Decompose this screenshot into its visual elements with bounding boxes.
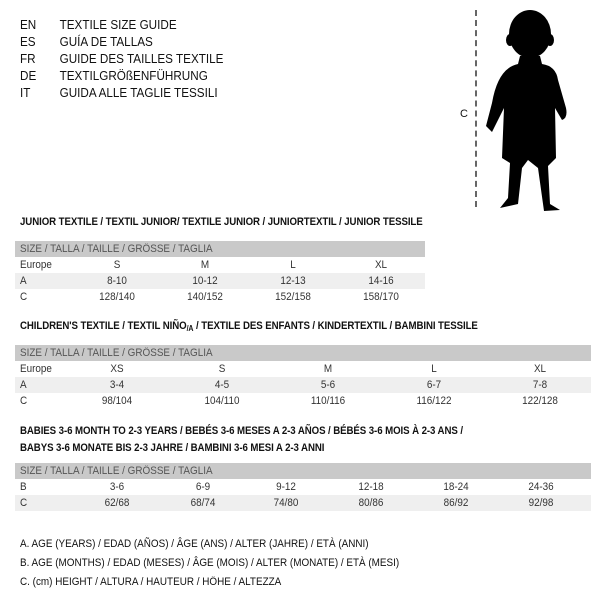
language-row: FR GUIDE DES TAILLES TEXTILE xyxy=(20,50,290,67)
height-measure-label: C xyxy=(460,108,468,120)
language-title: GUIDE DES TAILLES TEXTILE xyxy=(59,51,224,66)
table-cell: M xyxy=(200,259,210,271)
table-cell: S xyxy=(218,363,226,375)
language-title: GUIDA ALLE TAGLIE TESSILI xyxy=(59,85,218,100)
table-cell: L xyxy=(290,259,296,271)
table-row: Europe S M L XL xyxy=(15,257,425,273)
children-title: CHILDREN'S TEXTILE / TEXTIL NIÑO/A / TEX… xyxy=(20,320,478,333)
table-cell: 98/104 xyxy=(101,395,133,407)
table-cell: 14-16 xyxy=(368,275,394,287)
table-cell: L xyxy=(431,363,437,375)
table-cell: XL xyxy=(533,363,547,375)
table-cell: M xyxy=(323,363,333,375)
junior-title: JUNIOR TEXTILE / TEXTIL JUNIOR/ TEXTILE … xyxy=(20,216,423,228)
children-title-pre: CHILDREN'S TEXTILE / TEXTIL NIÑO xyxy=(20,320,187,332)
table-cell: 3-6 xyxy=(109,481,125,493)
legend: A. AGE (YEARS) / EDAD (AÑOS) / ÂGE (ANS)… xyxy=(20,535,441,592)
size-header: SIZE / TALLA / TAILLE / GRÖSSE / TAGLIA xyxy=(15,463,591,479)
table-cell: 5-6 xyxy=(320,379,336,391)
children-title-post: / TEXTILE DES ENFANTS / KINDERTEXTIL / B… xyxy=(193,320,478,332)
babies-title-line2: BABYS 3-6 MONATE BIS 2-3 JAHRE / BAMBINI… xyxy=(20,442,325,454)
table-cell: 92/98 xyxy=(528,497,554,509)
language-code: FR xyxy=(20,51,36,66)
table-cell: 68/74 xyxy=(190,497,216,509)
row-label: Europe xyxy=(20,259,52,271)
table-cell: 12-13 xyxy=(280,275,306,287)
table-cell: 6-9 xyxy=(195,481,211,493)
height-measure-line xyxy=(475,10,477,207)
table-cell: 7-8 xyxy=(532,379,548,391)
language-row: EN TEXTILE SIZE GUIDE xyxy=(20,16,290,33)
row-label: A xyxy=(20,379,27,391)
children-size-table: SIZE / TALLA / TAILLE / GRÖSSE / TAGLIA E… xyxy=(15,345,591,409)
language-title: GUÍA DE TALLAS xyxy=(59,34,153,49)
table-cell: 24-36 xyxy=(528,481,554,493)
table-cell: 86/92 xyxy=(443,497,469,509)
table-cell: 122/128 xyxy=(522,395,558,407)
table-cell: 128/140 xyxy=(99,291,135,303)
language-code: DE xyxy=(20,68,37,83)
table-cell: 4-5 xyxy=(214,379,230,391)
table-cell: 3-4 xyxy=(109,379,125,391)
legend-item: B. AGE (MONTHS) / EDAD (MESES) / ÂGE (MO… xyxy=(20,557,400,569)
legend-item: C. (cm) HEIGHT / ALTURA / HAUTEUR / HÖHE… xyxy=(20,576,282,588)
babies-size-table: SIZE / TALLA / TAILLE / GRÖSSE / TAGLIA B… xyxy=(15,463,591,511)
table-cell: 74/80 xyxy=(273,497,299,509)
baby-silhouette-icon xyxy=(486,10,567,211)
junior-size-table: SIZE / TALLA / TAILLE / GRÖSSE / TAGLIA E… xyxy=(15,241,425,305)
table-row: C 128/140 140/152 152/158 158/170 xyxy=(15,289,425,305)
row-label: Europe xyxy=(20,363,52,375)
table-cell: 140/152 xyxy=(187,291,223,303)
language-title: TEXTILE SIZE GUIDE xyxy=(59,17,177,32)
table-cell: S xyxy=(113,259,121,271)
table-cell: 18-24 xyxy=(443,481,469,493)
row-label: C xyxy=(20,395,28,407)
children-title-sub: /A xyxy=(186,324,194,333)
table-row: B 3-6 6-9 9-12 12-18 18-24 24-36 xyxy=(15,479,591,495)
size-header-label: SIZE / TALLA / TAILLE / GRÖSSE / TAGLIA xyxy=(20,347,213,359)
table-cell: 8-10 xyxy=(107,275,127,287)
table-row: A 3-4 4-5 5-6 6-7 7-8 xyxy=(15,377,591,393)
table-cell: 158/170 xyxy=(363,291,399,303)
table-cell: 6-7 xyxy=(426,379,442,391)
table-cell: 12-18 xyxy=(358,481,384,493)
size-header-label: SIZE / TALLA / TAILLE / GRÖSSE / TAGLIA xyxy=(20,465,213,477)
table-cell: 152/158 xyxy=(275,291,311,303)
babies-title-line1: BABIES 3-6 MONTH TO 2-3 YEARS / BEBÉS 3-… xyxy=(20,425,463,437)
row-label: C xyxy=(20,497,28,509)
table-row: C 62/68 68/74 74/80 80/86 86/92 92/98 xyxy=(15,495,591,511)
size-header-label: SIZE / TALLA / TAILLE / GRÖSSE / TAGLIA xyxy=(20,243,213,255)
table-cell: 116/122 xyxy=(416,395,452,407)
row-label: C xyxy=(20,291,28,303)
table-row: Europe XS S M L XL xyxy=(15,361,591,377)
table-cell: XS xyxy=(110,363,124,375)
language-code: IT xyxy=(20,85,31,100)
table-cell: 104/110 xyxy=(204,395,240,407)
row-label: A xyxy=(20,275,27,287)
table-cell: 9-12 xyxy=(276,481,296,493)
legend-item: A. AGE (YEARS) / EDAD (AÑOS) / ÂGE (ANS)… xyxy=(20,538,369,550)
row-label: B xyxy=(20,481,27,493)
size-header: SIZE / TALLA / TAILLE / GRÖSSE / TAGLIA xyxy=(15,345,591,361)
size-header: SIZE / TALLA / TAILLE / GRÖSSE / TAGLIA xyxy=(15,241,425,257)
language-row: DE TEXTILGRÖßENFÜHRUNG xyxy=(20,67,290,84)
table-cell: XL xyxy=(374,259,388,271)
language-list: EN TEXTILE SIZE GUIDE ES GUÍA DE TALLAS FR GU… xyxy=(20,16,320,101)
table-cell: 80/86 xyxy=(358,497,384,509)
language-code: ES xyxy=(20,34,36,49)
table-row: C 98/104 104/110 110/116 116/122 122/128 xyxy=(15,393,591,409)
language-code: EN xyxy=(20,17,37,32)
table-cell: 62/68 xyxy=(104,497,130,509)
language-title: TEXTILGRÖßENFÜHRUNG xyxy=(59,68,208,83)
table-cell: 10-12 xyxy=(192,275,218,287)
language-row: IT GUIDA ALLE TAGLIE TESSILI xyxy=(20,84,290,101)
language-row: ES GUÍA DE TALLAS xyxy=(20,33,290,50)
table-cell: 110/116 xyxy=(310,395,346,407)
table-row: A 8-10 10-12 12-13 14-16 xyxy=(15,273,425,289)
